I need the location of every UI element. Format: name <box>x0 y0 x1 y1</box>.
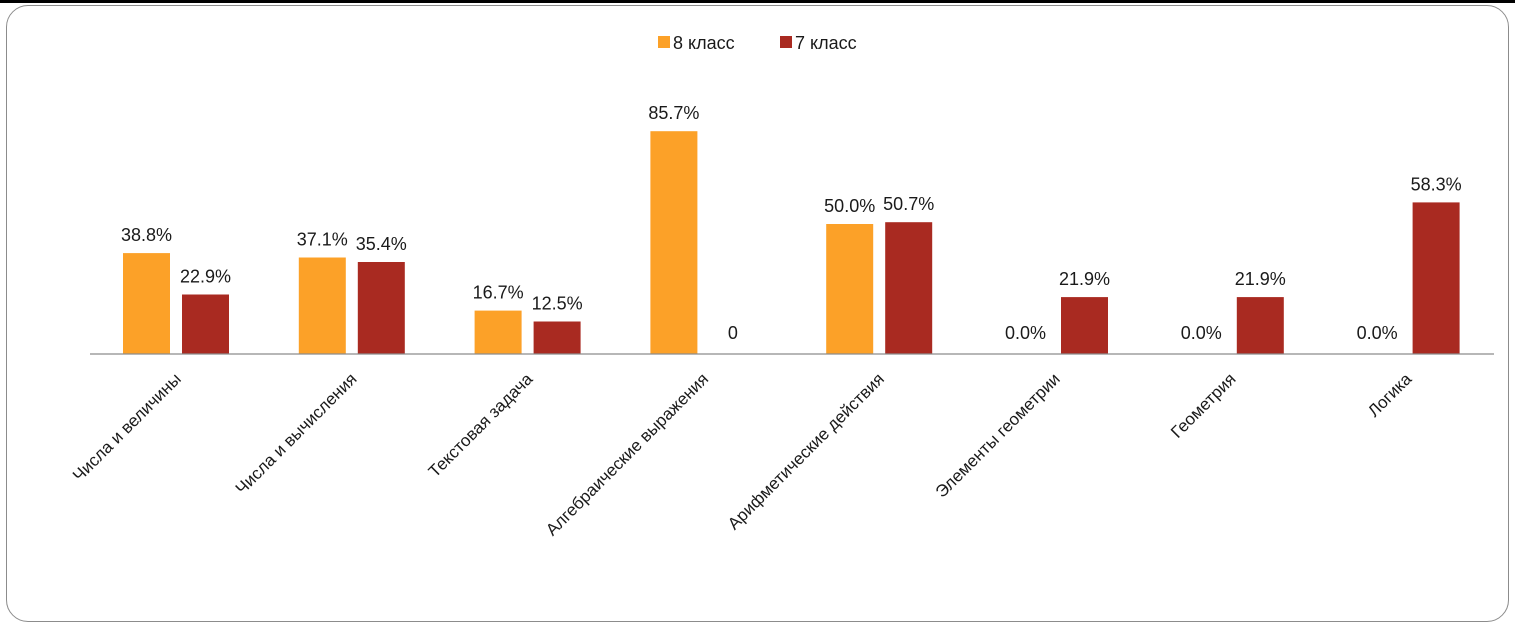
value-label-8-class-3: 85.7% <box>648 103 699 123</box>
bar-7-class-0 <box>182 294 229 354</box>
category-label-1: Числа и вычисления <box>232 369 361 498</box>
category-label-4: Арифметические действия <box>724 369 888 533</box>
value-label-8-class-4: 50.0% <box>824 196 875 216</box>
category-label-0: Числа и величины <box>69 369 185 485</box>
bar-8-class-1 <box>298 257 346 354</box>
legend-label-8-class: 8 класс <box>673 33 735 53</box>
value-label-7-class-5: 21.9% <box>1059 269 1110 289</box>
value-label-7-class-4: 50.7% <box>883 194 934 214</box>
value-labels-group: 38.8% 22.9% 37.1% 35.4% 16.7% 12.5% 85.7% 0 50.0… <box>121 103 1462 343</box>
value-label-8-class-6: 0.0% <box>1181 323 1222 343</box>
legend-swatch-7-class <box>780 36 792 48</box>
value-label-8-class-5: 0.0% <box>1005 323 1046 343</box>
value-label-7-class-0: 22.9% <box>180 267 231 287</box>
value-label-7-class-3: 0 <box>728 323 738 343</box>
legend: 8 класс 7 класс <box>658 33 857 53</box>
bar-8-class-4 <box>826 224 874 354</box>
bar-7-class-4 <box>885 222 933 354</box>
bar-7-class-7 <box>1412 202 1460 354</box>
value-label-8-class-1: 37.1% <box>297 230 348 250</box>
category-label-5: Элементы геометрии <box>932 369 1064 501</box>
legend-label-7-class: 7 класс <box>795 33 857 53</box>
value-label-8-class-7: 0.0% <box>1357 323 1398 343</box>
category-label-2: Текстовая задача <box>425 369 537 481</box>
category-labels-group: Числа и величины Числа и вычисления Тексто… <box>69 369 1416 539</box>
value-label-7-class-1: 35.4% <box>356 234 407 254</box>
category-label-6: Геометрия <box>1167 369 1239 441</box>
bar-8-class-3 <box>650 131 698 354</box>
category-label-3: Алгебраические выражения <box>542 369 712 539</box>
value-label-8-class-2: 16.7% <box>473 283 524 303</box>
bar-8-class-2 <box>474 310 522 354</box>
bars-group <box>123 131 1460 354</box>
bar-7-class-1 <box>357 262 405 354</box>
bar-7-class-5 <box>1061 297 1108 354</box>
value-label-7-class-2: 12.5% <box>532 294 583 314</box>
value-label-7-class-6: 21.9% <box>1235 269 1286 289</box>
bar-7-class-6 <box>1236 297 1284 354</box>
legend-swatch-8-class <box>658 36 670 48</box>
category-label-7: Логика <box>1364 369 1416 421</box>
top-rule <box>0 0 1515 3</box>
value-label-8-class-0: 38.8% <box>121 225 172 245</box>
value-label-7-class-7: 58.3% <box>1411 174 1462 194</box>
bar-7-class-2 <box>533 321 581 354</box>
bar-8-class-0 <box>123 253 170 354</box>
